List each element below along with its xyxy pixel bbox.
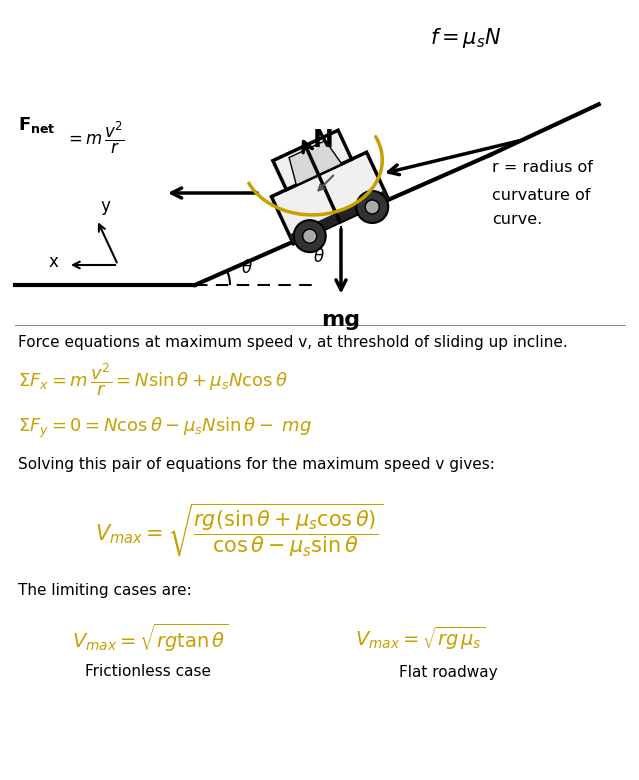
Circle shape xyxy=(357,191,389,223)
Text: Force equations at maximum speed v, at threshold of sliding up incline.: Force equations at maximum speed v, at t… xyxy=(18,335,567,350)
Text: $\theta$: $\theta$ xyxy=(241,259,253,277)
Text: Solving this pair of equations for the maximum speed v gives:: Solving this pair of equations for the m… xyxy=(18,458,495,473)
Text: $\Sigma F_x = m\,\dfrac{v^2}{r} = N \sin\theta + \mu_s N \cos\theta$: $\Sigma F_x = m\,\dfrac{v^2}{r} = N \sin… xyxy=(18,362,288,399)
Text: $\Sigma F_y = 0 = N \cos\theta - \mu_s N \sin\theta -\; mg$: $\Sigma F_y = 0 = N \cos\theta - \mu_s N… xyxy=(18,416,312,440)
Text: Frictionless case: Frictionless case xyxy=(85,665,211,679)
Text: $V_{max} = \sqrt{\dfrac{rg(\sin\theta + \mu_s\cos\theta)}{\cos\theta - \mu_s\sin: $V_{max} = \sqrt{\dfrac{rg(\sin\theta + … xyxy=(95,502,383,558)
Polygon shape xyxy=(289,140,342,185)
Polygon shape xyxy=(273,130,351,190)
Text: $\mathbf{F_{net}}$: $\mathbf{F_{net}}$ xyxy=(18,115,56,135)
Text: $V_{max} = \sqrt{rg \tan\theta}$: $V_{max} = \sqrt{rg \tan\theta}$ xyxy=(72,622,228,654)
Text: r = radius of: r = radius of xyxy=(492,161,593,176)
Text: Flat roadway: Flat roadway xyxy=(399,665,497,679)
Polygon shape xyxy=(272,152,389,244)
Text: curve.: curve. xyxy=(492,212,543,228)
Text: mg: mg xyxy=(321,310,360,330)
Text: $\theta$: $\theta$ xyxy=(313,248,325,266)
Text: curvature of: curvature of xyxy=(492,187,590,203)
Circle shape xyxy=(366,200,380,214)
Text: y: y xyxy=(101,197,111,215)
Text: $f = \mu_s N$: $f = \mu_s N$ xyxy=(430,26,502,50)
Text: N: N xyxy=(313,129,334,152)
Circle shape xyxy=(294,220,326,252)
Text: $= m\,\dfrac{v^2}{r}$: $= m\,\dfrac{v^2}{r}$ xyxy=(65,120,125,156)
Polygon shape xyxy=(289,190,389,244)
Circle shape xyxy=(303,229,317,243)
Text: The limiting cases are:: The limiting cases are: xyxy=(18,583,192,597)
Text: x: x xyxy=(48,253,58,271)
Text: $V_{max} = \sqrt{rg\,\mu_s}$: $V_{max} = \sqrt{rg\,\mu_s}$ xyxy=(355,624,485,651)
